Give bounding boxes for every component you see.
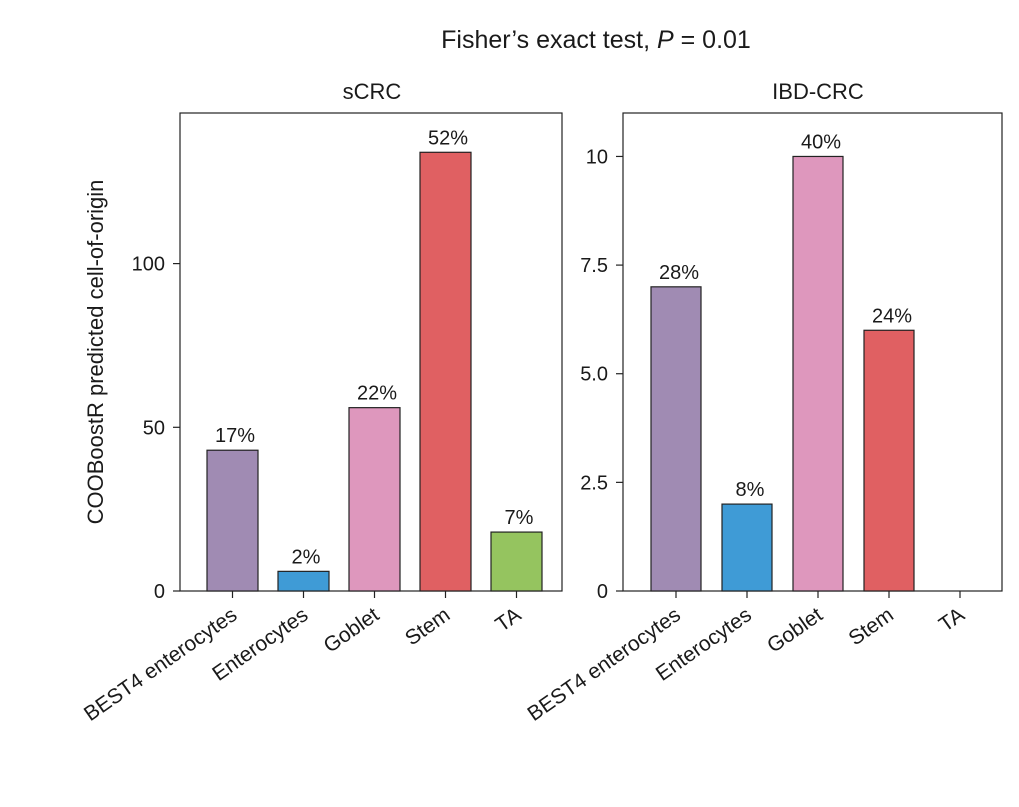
y-tick-label: 7.5 <box>580 255 608 277</box>
y-tick-label: 0 <box>154 581 165 603</box>
bar-scrc-stem <box>419 151 472 592</box>
x-tick-label-goblet: Goblet <box>319 603 383 657</box>
bar-scrc-enterocytes <box>277 570 330 592</box>
x-tick-label-stem: Stem <box>401 603 454 650</box>
bar-scrc-ta <box>490 531 543 592</box>
y-tick-label: 0 <box>597 581 608 603</box>
x-tick-label-ta: TA <box>491 603 525 636</box>
data-label-scrc-ta: 7% <box>505 507 534 529</box>
data-label-scrc-best4-enterocytes: 17% <box>215 425 255 447</box>
data-label-ibd-crc-enterocytes: 8% <box>736 479 765 501</box>
x-tick-label-stem: Stem <box>845 603 898 650</box>
panel-title-ibd-crc: IBD-CRC <box>772 79 864 104</box>
y-tick-label: 100 <box>132 254 165 276</box>
bar-ibd-crc-stem <box>863 329 915 592</box>
data-label-ibd-crc-stem: 24% <box>872 305 912 327</box>
data-label-ibd-crc-goblet: 40% <box>801 131 841 153</box>
figure-title: Fisher’s exact test, P = 0.01 <box>441 26 751 54</box>
bar-scrc-best4-enterocytes <box>206 449 259 592</box>
y-tick-label: 10 <box>586 146 608 168</box>
bar-ibd-crc-goblet <box>792 155 844 592</box>
data-label-scrc-goblet: 22% <box>357 383 397 405</box>
y-axis-label: COOBoostR predicted cell-of-origin <box>83 180 108 525</box>
data-label-ibd-crc-best4-enterocytes: 28% <box>659 262 699 284</box>
x-tick-label-ta: TA <box>935 603 969 636</box>
x-tick-label-goblet: Goblet <box>763 603 827 657</box>
data-label-scrc-stem: 52% <box>428 127 468 149</box>
bar-scrc-goblet <box>348 407 401 592</box>
y-tick-label: 2.5 <box>580 472 608 494</box>
data-label-scrc-enterocytes: 2% <box>292 546 321 568</box>
panel-title-scrc: sCRC <box>343 79 402 104</box>
y-tick-label: 5.0 <box>580 364 608 386</box>
bar-ibd-crc-best4-enterocytes <box>650 286 702 592</box>
y-tick-label: 50 <box>143 417 165 439</box>
bar-ibd-crc-enterocytes <box>721 503 773 592</box>
